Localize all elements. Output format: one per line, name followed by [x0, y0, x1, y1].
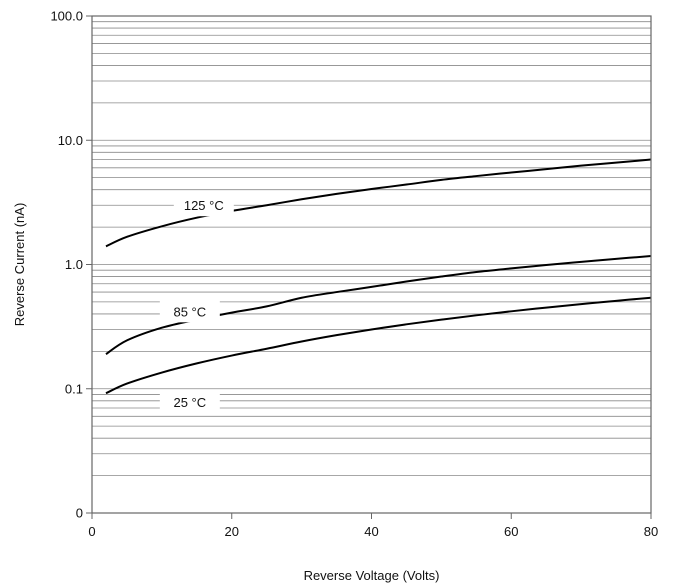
y-tick-label: 0.1 — [65, 381, 83, 396]
series-line-0 — [105, 158, 652, 248]
y-axis-ticks: 0 0.1 1.0 10.0 100.0 — [50, 9, 92, 521]
y-tick-label: 0 — [76, 506, 83, 521]
series-label-bg — [159, 391, 220, 414]
series-label: 125 °C — [184, 198, 224, 213]
series-label: 25 °C — [173, 395, 206, 410]
series-label-bg — [159, 300, 220, 323]
x-tick-label: 80 — [644, 524, 658, 539]
y-tick-label: 1.0 — [65, 257, 83, 272]
x-tick-label: 0 — [88, 524, 95, 539]
y-tick-label: 10.0 — [58, 133, 83, 148]
x-axis-ticks: 0 20 40 60 80 — [88, 513, 658, 539]
x-tick-label: 60 — [504, 524, 518, 539]
series-label-bg — [173, 194, 234, 217]
x-tick-label: 40 — [364, 524, 378, 539]
series-line-2 — [105, 296, 652, 395]
x-tick-label: 20 — [225, 524, 239, 539]
y-axis-title: Reverse Current (nA) — [12, 203, 27, 327]
y-tick-label: 100.0 — [50, 9, 83, 24]
series-labels: 125 °C 85 °C 25 °C — [159, 194, 234, 414]
x-axis-title: Reverse Voltage (Volts) — [304, 568, 440, 583]
series-label: 85 °C — [173, 304, 206, 319]
